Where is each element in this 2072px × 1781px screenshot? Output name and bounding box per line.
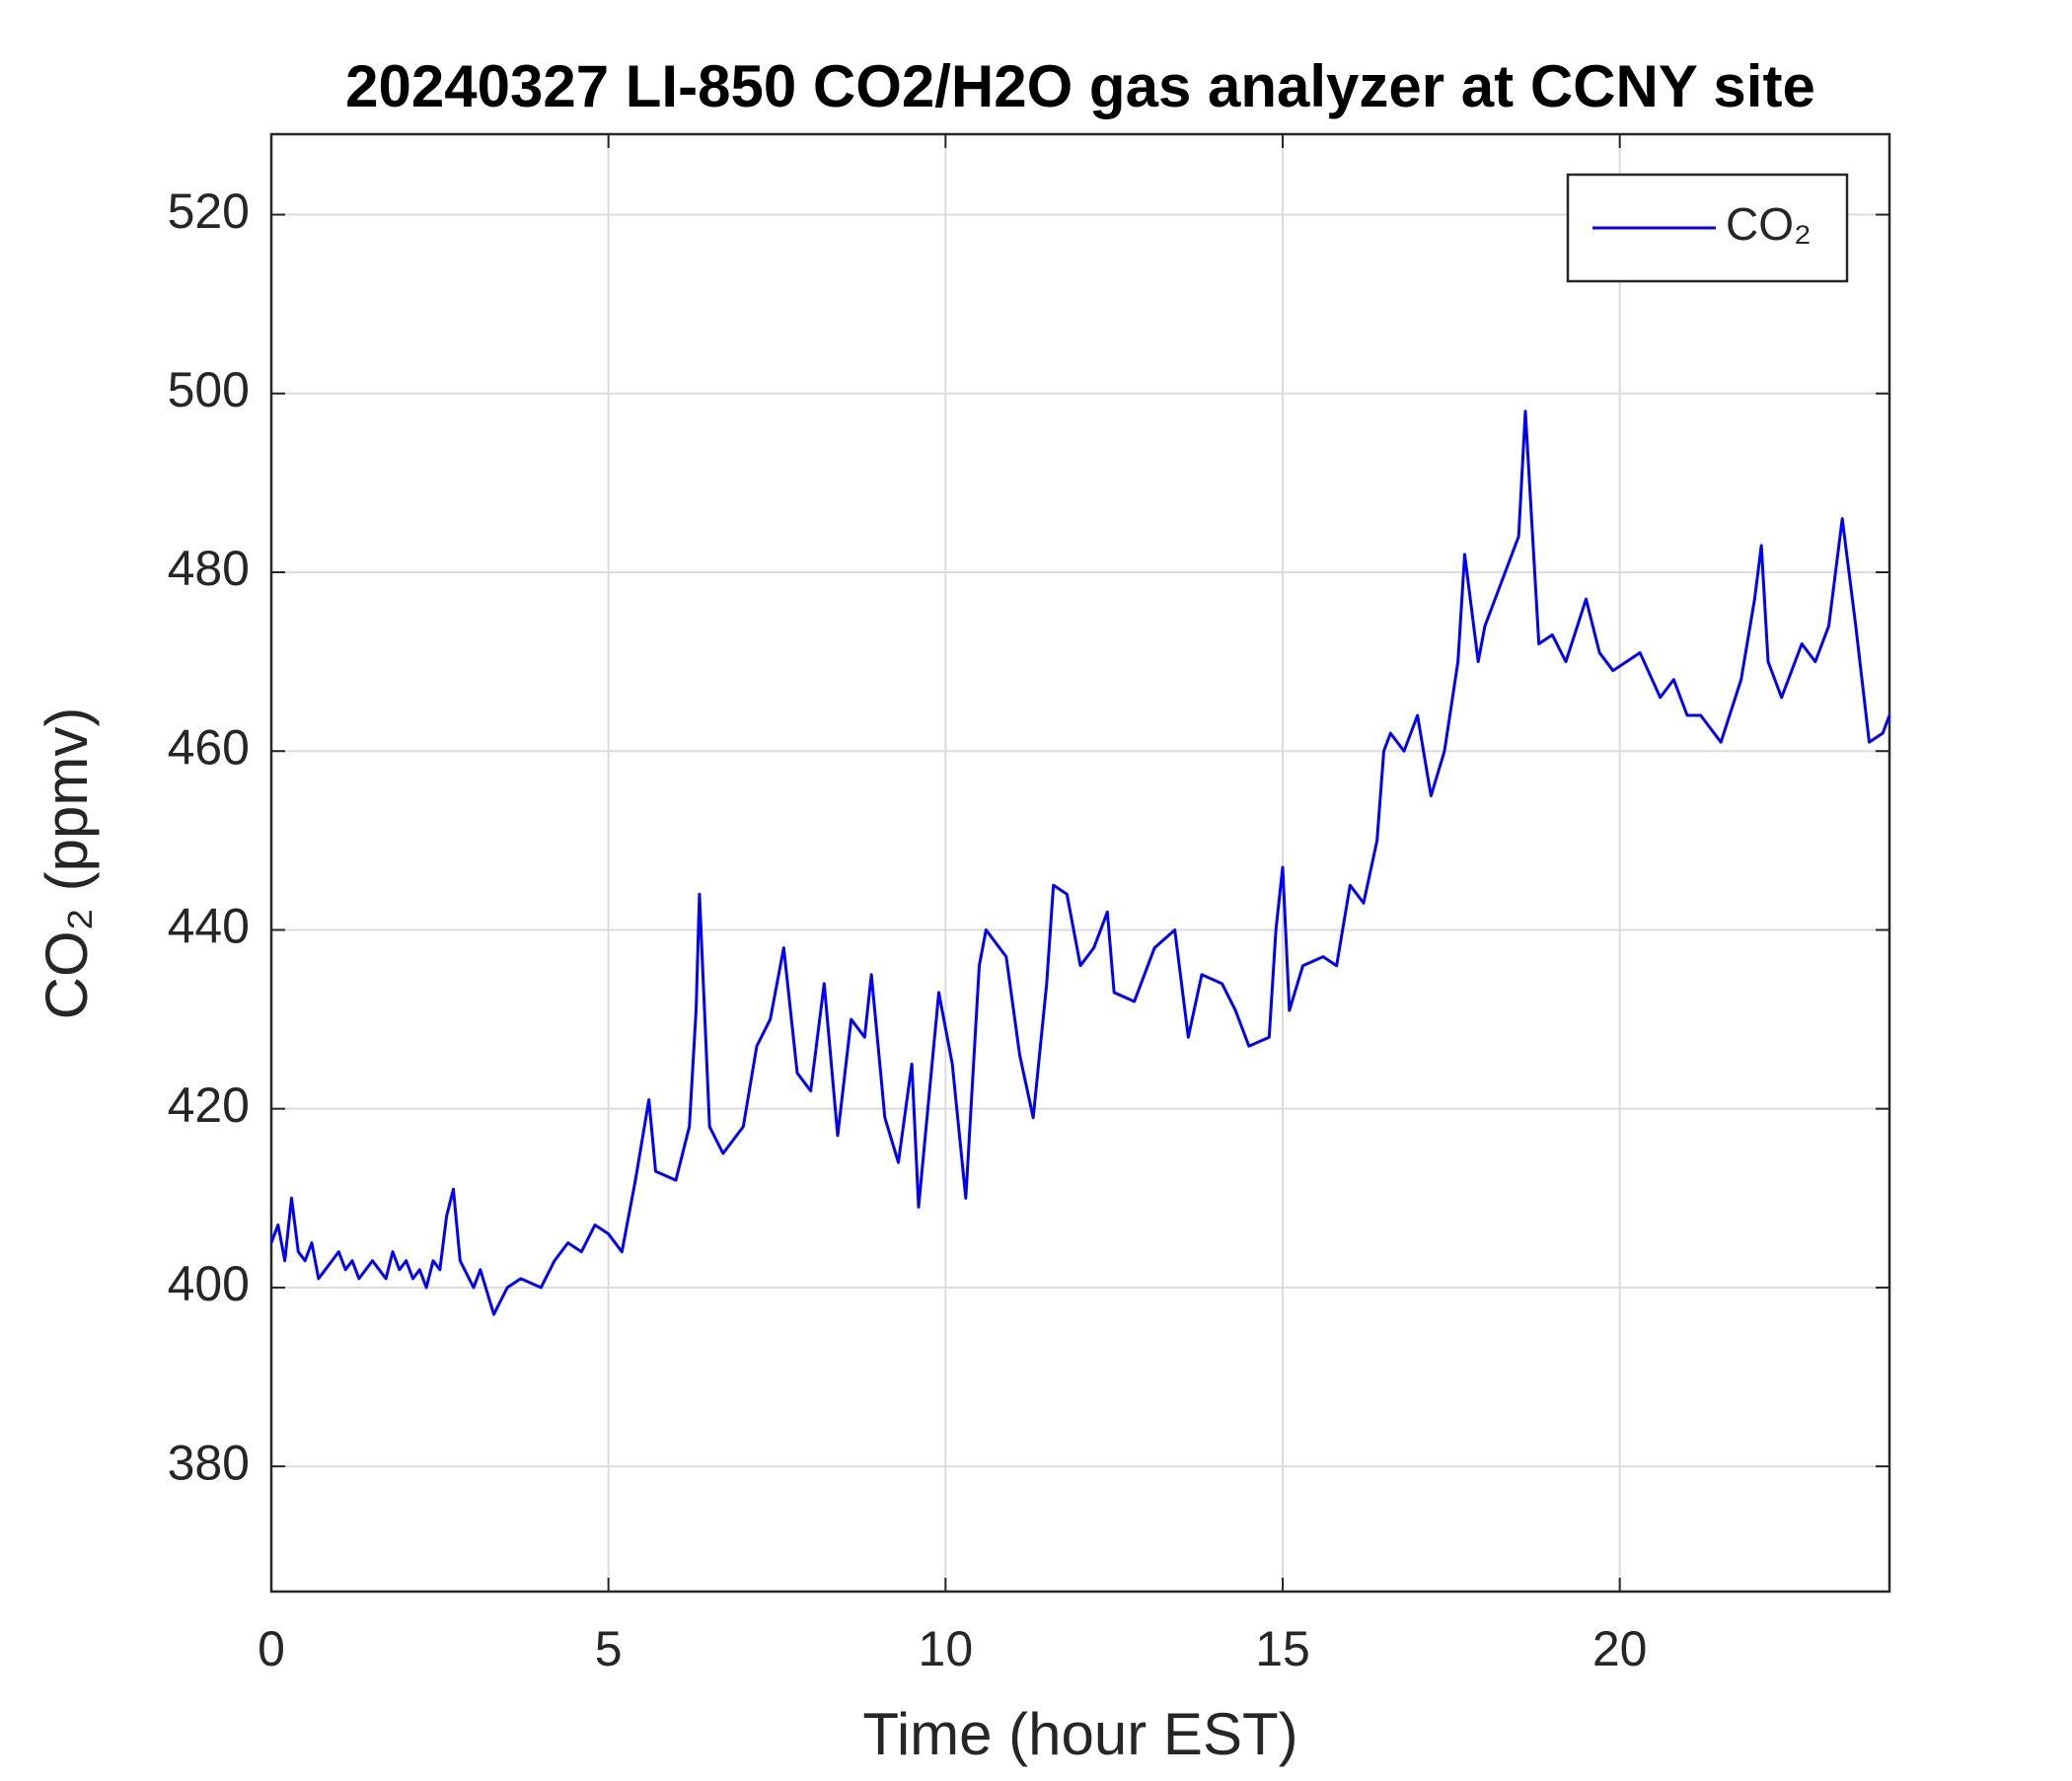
- x-axis-label: Time (hour EST): [862, 1701, 1297, 1767]
- y-tick-label: 440: [168, 899, 250, 954]
- chart-title: 20240327 LI-850 CO2/H2O gas analyzer at …: [345, 53, 1815, 119]
- y-tick-label: 520: [168, 184, 250, 239]
- plot-frame: [269, 132, 1891, 1594]
- legend-label: CO₂: [1726, 198, 1812, 250]
- x-tick-label: 20: [1592, 1621, 1648, 1676]
- x-tick-label: 15: [1255, 1621, 1310, 1676]
- x-tick-label: 10: [919, 1621, 974, 1676]
- y-tick-label: 420: [168, 1077, 250, 1133]
- y-axis-label: CO₂ (ppmv): [34, 707, 100, 1020]
- y-tick-label: 380: [168, 1435, 250, 1490]
- x-tick-label: 5: [595, 1621, 623, 1676]
- data-line: [269, 409, 1891, 1316]
- y-tick-label: 460: [168, 719, 250, 775]
- x-tick-label: 0: [258, 1621, 285, 1676]
- y-tick-label: 480: [168, 541, 250, 596]
- y-tick-label: 400: [168, 1256, 250, 1311]
- y-tick-label: 500: [168, 362, 250, 417]
